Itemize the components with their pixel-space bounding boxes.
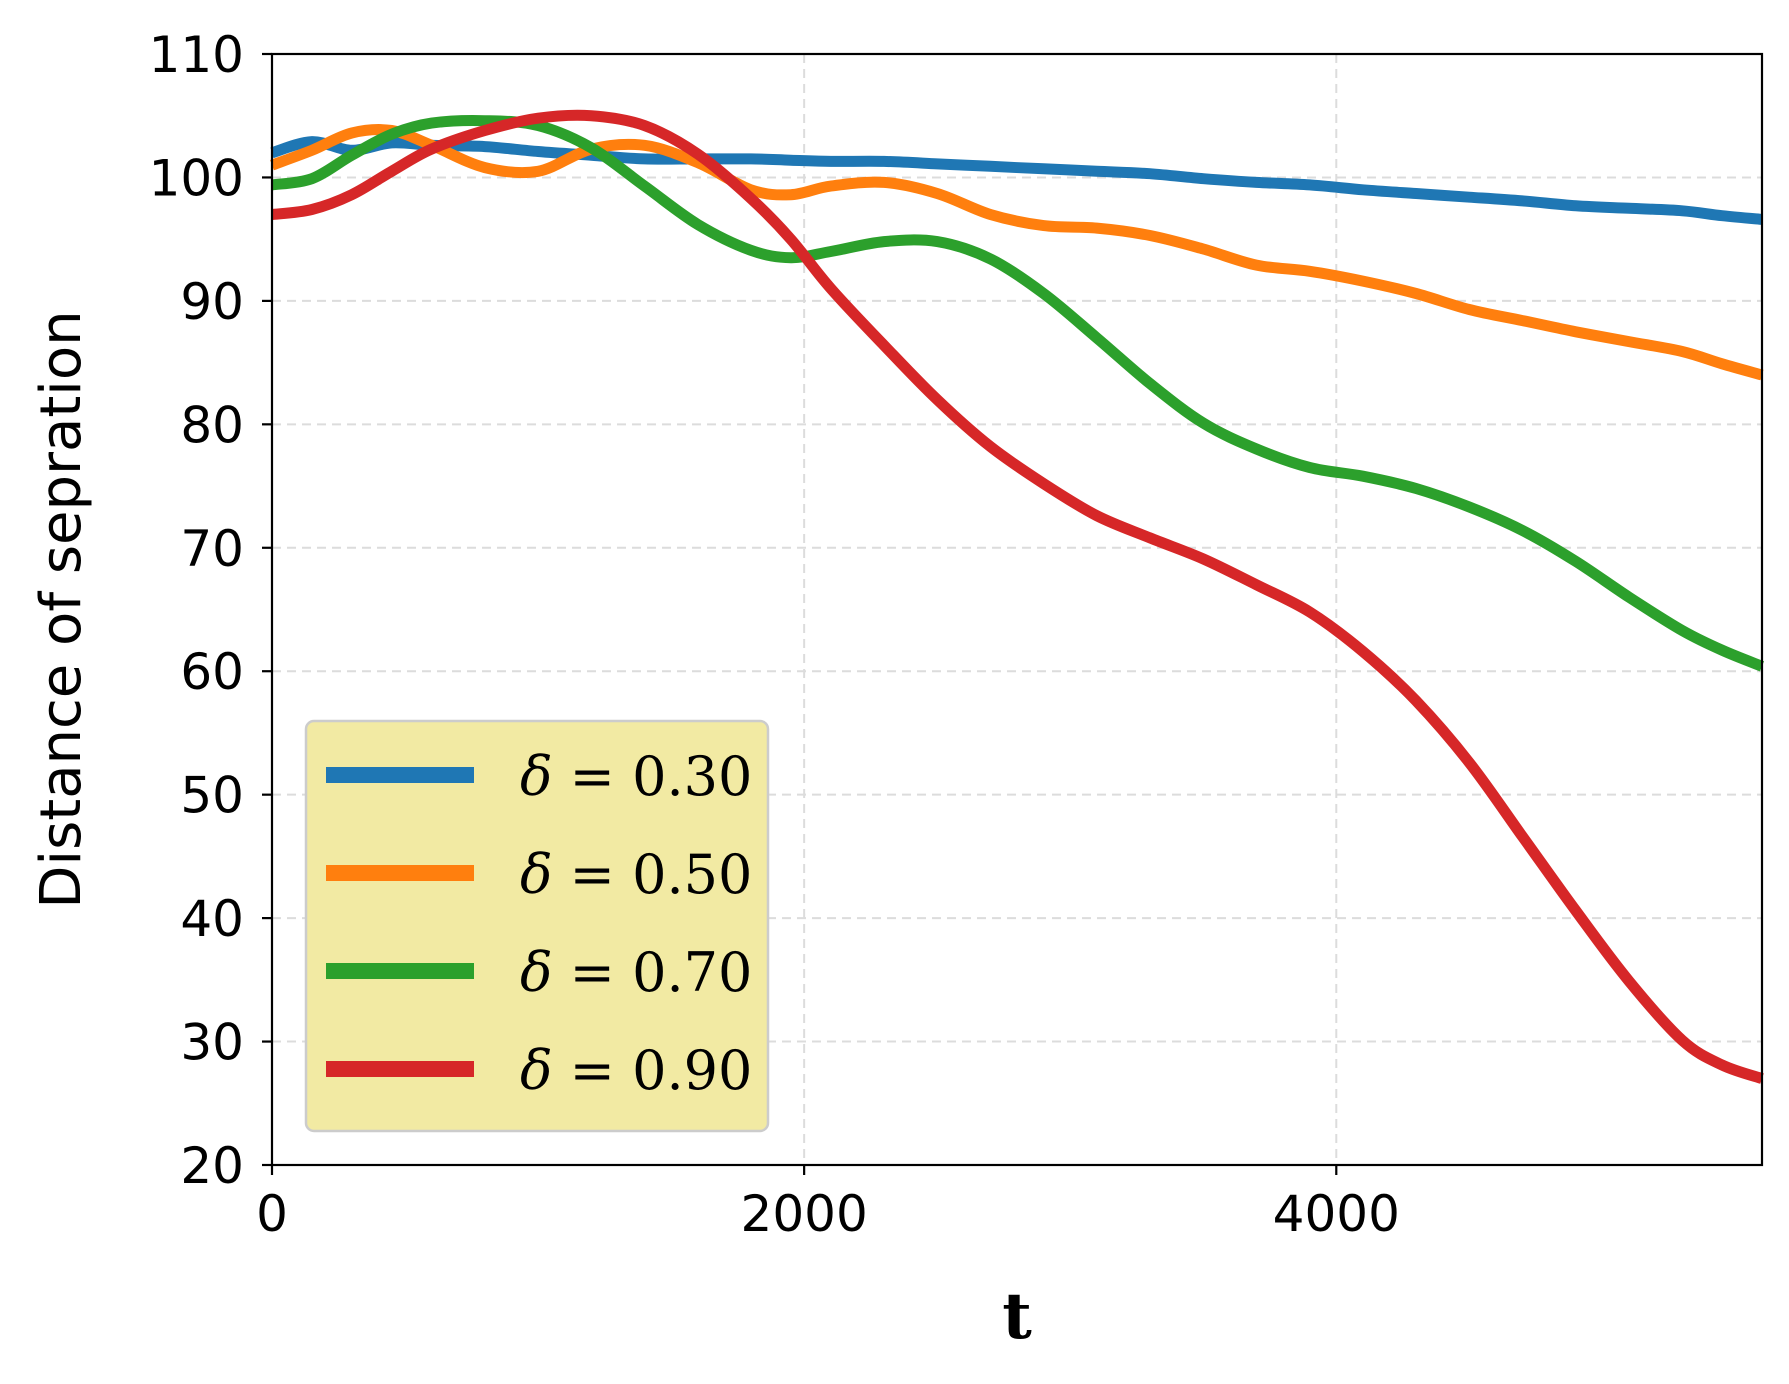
y-tick-label: 80 — [180, 396, 244, 454]
series-line-3 — [271, 115, 1765, 672]
series-line-4 — [271, 109, 1764, 1084]
y-tick-label: 20 — [180, 1137, 244, 1195]
legend-label: δ = 0.50 — [520, 843, 752, 906]
legend-label: δ = 0.90 — [520, 1039, 752, 1102]
legend: δ = 0.30 δ = 0.50 δ = 0.70 δ = 0.90 — [304, 719, 770, 1133]
y-tick-label: 40 — [180, 890, 244, 948]
legend-label: δ = 0.70 — [520, 941, 752, 1004]
y-tick-label: 30 — [180, 1014, 244, 1072]
y-tick-label: 60 — [180, 643, 244, 701]
y-tick-label: 90 — [180, 273, 244, 331]
x-tick-label: 2000 — [741, 1185, 868, 1243]
series-line-2 — [270, 124, 1764, 381]
y-tick-label: 100 — [149, 149, 244, 207]
legend-box — [304, 719, 770, 1133]
plot-frame — [270, 52, 1764, 1167]
y-axis-label: Distance of sepration — [29, 310, 94, 908]
y-tick-label: 70 — [180, 520, 244, 578]
x-tick-label: 4000 — [1273, 1185, 1400, 1243]
legend-label: δ = 0.30 — [520, 745, 752, 808]
y-tick-label: 110 — [149, 26, 244, 84]
x-tick-label: 0 — [256, 1185, 288, 1243]
series-line-1 — [270, 136, 1763, 225]
series-lines — [270, 109, 1765, 1084]
y-tick-label: 50 — [180, 767, 244, 825]
axis-ticks: 20 30 40 50 60 70 80 90 100 110 0 2000 4000 — [149, 26, 1400, 1243]
x-axis-label: t — [1002, 1279, 1032, 1354]
